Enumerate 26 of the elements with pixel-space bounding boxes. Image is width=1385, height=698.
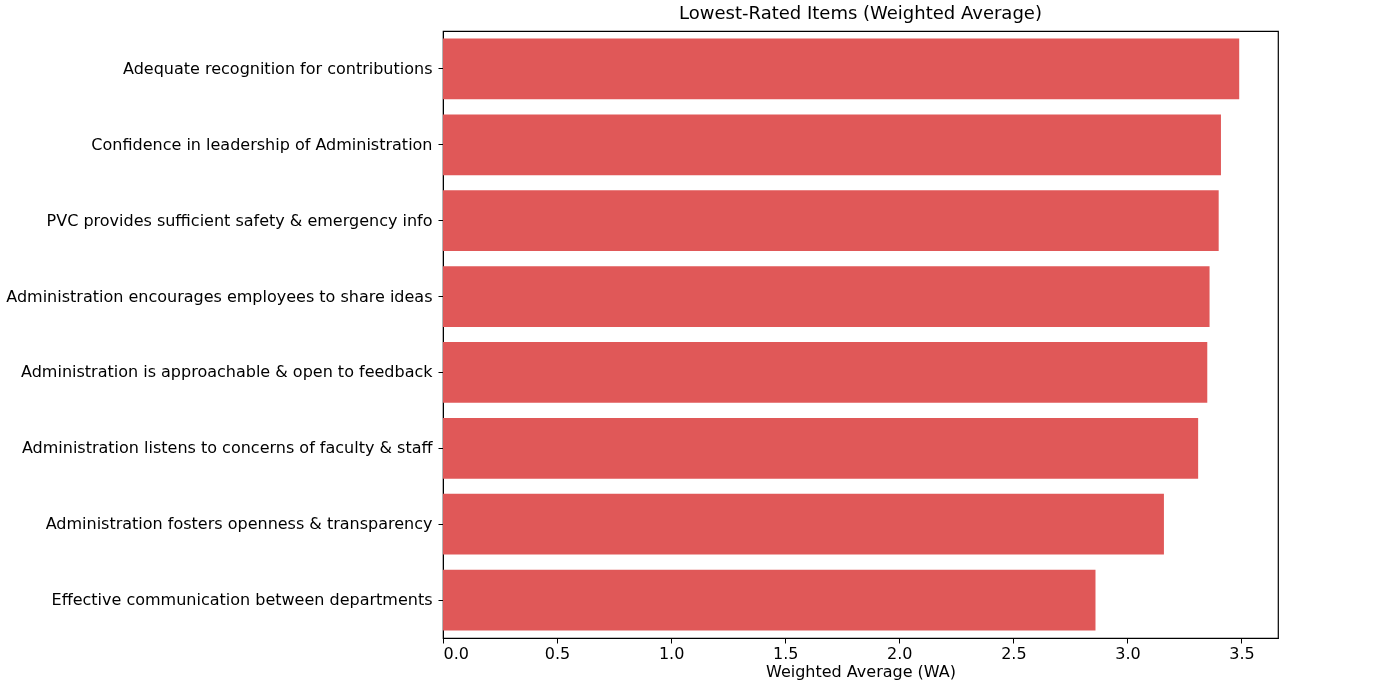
x-axis-title: Weighted Average (WA) — [766, 661, 956, 681]
x-tick-label: 1.0 — [658, 643, 685, 663]
y-tick-label: Adequate recognition for contributions — [123, 58, 433, 78]
bar — [443, 266, 1210, 327]
x-tick-label: 0.5 — [544, 643, 571, 663]
bar — [443, 342, 1208, 403]
y-tick-label: Administration encourages employees to share ideas — [6, 286, 433, 306]
x-tick-label: 2.5 — [1001, 643, 1027, 663]
y-tick-label: Administration is approachable & open to feedback — [21, 362, 434, 382]
y-tick-label: Confidence in leadership of Administration — [91, 134, 433, 154]
bar — [443, 190, 1219, 252]
bar — [443, 569, 1096, 631]
y-tick-label: Effective communication between departments — [51, 590, 433, 610]
y-tick-label: PVC provides sufficient safety & emergency info — [46, 210, 433, 230]
y-tick-label: Administration fosters openness & transparency — [45, 514, 433, 534]
bar — [443, 38, 1240, 100]
x-tick-label: 1.5 — [772, 643, 799, 663]
x-tick-label: 0.0 — [443, 643, 469, 663]
bar — [443, 493, 1164, 555]
x-tick-label: 3.5 — [1229, 643, 1255, 663]
x-tick-label: 3.0 — [1115, 643, 1141, 663]
chart-title: Lowest-Rated Items (Weighted Average) — [679, 2, 1042, 23]
bar — [443, 114, 1221, 176]
x-tick-label: 2.0 — [887, 643, 913, 663]
y-tick-label: Administration listens to concerns of faculty & staff — [21, 438, 434, 458]
bar — [443, 417, 1199, 479]
